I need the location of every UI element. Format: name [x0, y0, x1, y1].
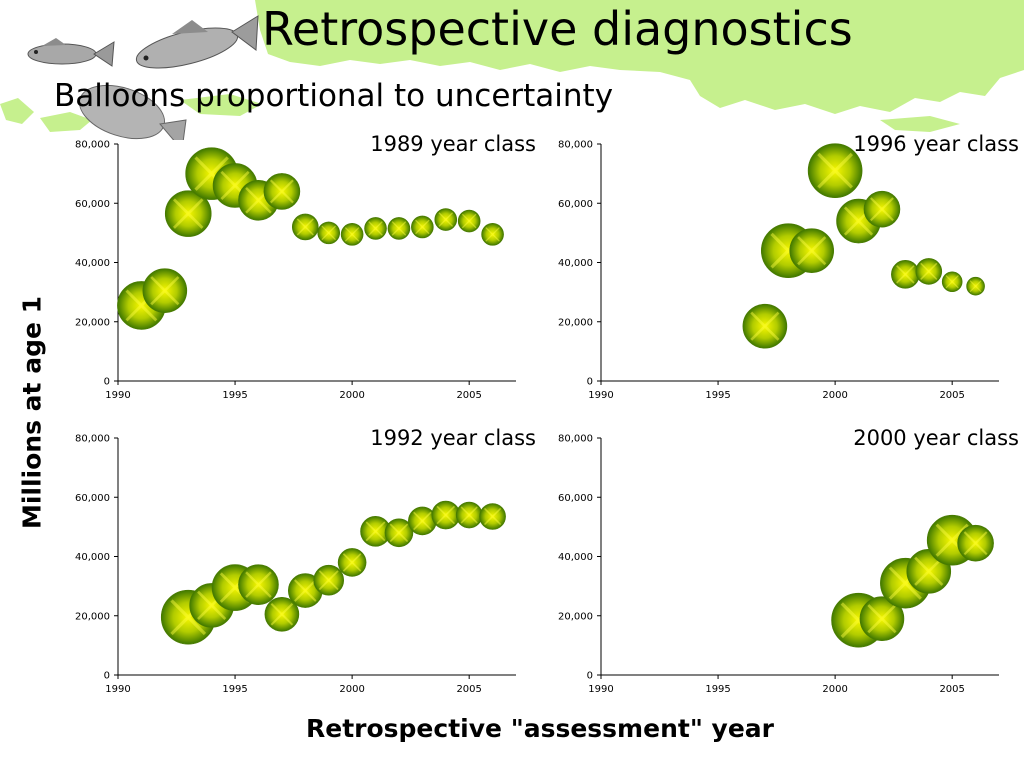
y-tick-label: 20,000 — [558, 611, 593, 622]
chart-panel: 0 20,000 40,000 60,000 80,000 1990 1995 2000 200… — [558, 426, 1019, 695]
bubble-point — [313, 564, 345, 596]
bubble-point — [317, 221, 341, 245]
bubble-point — [264, 596, 300, 632]
cod-fish-icon — [135, 15, 259, 69]
bubble-point — [891, 260, 920, 289]
bubble-point — [340, 223, 364, 246]
panel-title: 1996 year class — [853, 132, 1019, 156]
x-tick-label: 1995 — [222, 390, 247, 401]
slide-subtitle: Balloons proportional to uncertainty — [54, 78, 614, 114]
x-tick-label: 2005 — [939, 390, 964, 401]
bubble-point — [263, 173, 301, 210]
bubble-point — [807, 143, 863, 198]
y-tick-label: 0 — [587, 377, 593, 388]
y-tick-label: 80,000 — [75, 434, 110, 445]
bubble-point — [387, 217, 411, 240]
panel-title: 1989 year class — [370, 132, 536, 156]
x-tick-label: 2000 — [339, 390, 364, 401]
y-tick-label: 0 — [104, 377, 110, 388]
bubble-point — [364, 217, 387, 240]
bubble-point — [384, 518, 414, 548]
bubble-point — [915, 258, 943, 285]
x-tick-label: 1990 — [105, 390, 130, 401]
bubble-point — [966, 276, 985, 296]
bubble-point — [431, 500, 461, 530]
x-tick-label: 2005 — [939, 684, 964, 695]
y-tick-label: 40,000 — [75, 552, 110, 563]
y-tick-label: 60,000 — [558, 199, 593, 210]
y-tick-label: 80,000 — [75, 140, 110, 151]
bubble-point — [434, 208, 458, 231]
y-tick-label: 60,000 — [75, 493, 110, 504]
bubble-point — [337, 548, 367, 577]
bubble-point — [411, 215, 434, 239]
bubble-point — [142, 268, 188, 313]
y-tick-label: 20,000 — [75, 317, 110, 328]
bubble-point — [360, 516, 391, 547]
x-tick-label: 1990 — [105, 684, 130, 695]
x-tick-label: 1995 — [705, 390, 730, 401]
y-tick-label: 40,000 — [75, 258, 110, 269]
y-tick-label: 0 — [104, 671, 110, 682]
chart-panel: 0 20,000 40,000 60,000 80,000 1990 1995 2000 200… — [558, 132, 1019, 401]
x-tick-label: 2000 — [822, 390, 847, 401]
bubble-point — [863, 190, 901, 228]
chart-panel: 0 20,000 40,000 60,000 80,000 1990 1995 2000 200… — [75, 426, 536, 695]
x-tick-label: 2000 — [339, 684, 364, 695]
flatfish-icon — [79, 84, 187, 140]
x-tick-label: 2005 — [456, 684, 481, 695]
panel-title: 2000 year class — [853, 426, 1019, 450]
bubble-point — [957, 524, 994, 562]
bubble-point — [457, 209, 481, 233]
y-tick-label: 60,000 — [75, 199, 110, 210]
bubble-point — [291, 213, 319, 241]
bubble-point — [941, 271, 963, 293]
panel-title: 1992 year class — [370, 426, 536, 450]
bubble-point — [455, 501, 483, 529]
y-tick-label: 40,000 — [558, 258, 593, 269]
x-tick-label: 2005 — [456, 390, 481, 401]
y-tick-label: 20,000 — [75, 611, 110, 622]
y-tick-label: 80,000 — [558, 140, 593, 151]
bubble-point — [742, 303, 788, 349]
x-tick-label: 1995 — [222, 684, 247, 695]
map-landmass — [0, 0, 1024, 132]
slide-title: Retrospective diagnostics — [262, 2, 853, 56]
bubble-point — [164, 190, 212, 237]
bubble-point — [859, 596, 905, 642]
y-tick-label: 40,000 — [558, 552, 593, 563]
bubble-point — [789, 228, 835, 273]
background-map-decoration — [0, 0, 1024, 140]
y-tick-label: 20,000 — [558, 317, 593, 328]
shared-x-axis-label: Retrospective "assessment" year — [306, 714, 774, 743]
x-tick-label: 1990 — [588, 390, 613, 401]
y-tick-label: 0 — [587, 671, 593, 682]
bubble-point — [479, 503, 506, 530]
x-tick-label: 1990 — [588, 684, 613, 695]
y-tick-label: 60,000 — [558, 493, 593, 504]
bubble-point — [481, 223, 504, 246]
x-tick-label: 1995 — [705, 684, 730, 695]
chart-panel: 0 20,000 40,000 60,000 80,000 1990 1995 2000 200… — [75, 132, 536, 401]
bubble-point — [238, 564, 279, 605]
cod-fish-icon — [27, 38, 115, 67]
x-tick-label: 2000 — [822, 684, 847, 695]
y-tick-label: 80,000 — [558, 434, 593, 445]
